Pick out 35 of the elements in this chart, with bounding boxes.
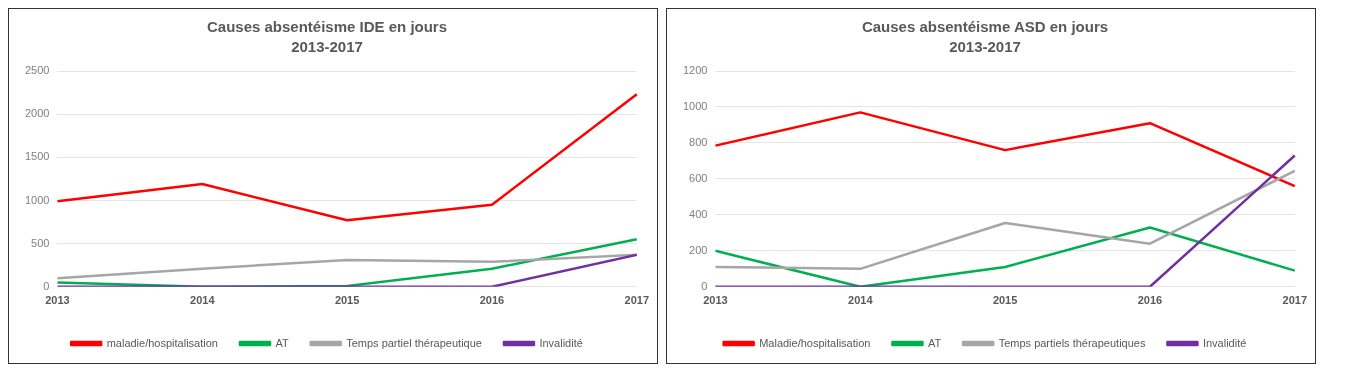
- legend-label: Temps partiel thérapeutique: [346, 336, 482, 349]
- x-tick-label: 2013: [45, 294, 70, 307]
- y-tick-label: 2000: [24, 107, 50, 120]
- y-tick-label: 800: [689, 135, 708, 148]
- y-tick-label: 1200: [682, 64, 708, 77]
- legend-label: Invalidité: [539, 336, 583, 349]
- y-tick-label: 0: [43, 279, 50, 292]
- legend-label: AT: [275, 336, 289, 349]
- chart-title: Causes absentéisme IDE en jours: [206, 18, 448, 36]
- legend-label: maladie/hospitalisation: [106, 336, 218, 349]
- y-tick-label: 1000: [682, 100, 708, 112]
- legend-label: Invalidité: [1202, 336, 1247, 349]
- legend-label: Temps partiels thérapeutiques: [998, 336, 1146, 349]
- x-tick-label: 2017: [624, 294, 650, 307]
- x-tick-label: 2016: [479, 294, 505, 307]
- legend-label: Maladie/hospitalisation: [759, 336, 871, 349]
- chart-subtitle: 2013-2017: [291, 38, 363, 56]
- x-tick-label: 2013: [703, 294, 728, 307]
- x-tick-label: 2014: [190, 294, 216, 307]
- y-tick-label: 0: [701, 279, 708, 292]
- y-tick-label: 1000: [24, 193, 50, 206]
- y-tick-label: 400: [689, 207, 708, 220]
- y-tick-label: 500: [31, 236, 50, 249]
- chart-subtitle: 2013-2017: [949, 38, 1021, 56]
- y-tick-label: 2500: [24, 64, 50, 77]
- x-tick-label: 2014: [848, 294, 874, 307]
- x-tick-label: 2017: [1282, 294, 1308, 307]
- chart-title: Causes absentéisme ASD en jours: [861, 18, 1109, 36]
- y-tick-label: 600: [689, 171, 708, 184]
- x-tick-label: 2015: [992, 294, 1018, 307]
- legend-label: AT: [927, 336, 942, 349]
- y-tick-label: 1500: [24, 150, 50, 163]
- x-tick-label: 2016: [1137, 294, 1163, 307]
- y-tick-label: 200: [689, 243, 708, 256]
- x-tick-label: 2015: [334, 294, 360, 307]
